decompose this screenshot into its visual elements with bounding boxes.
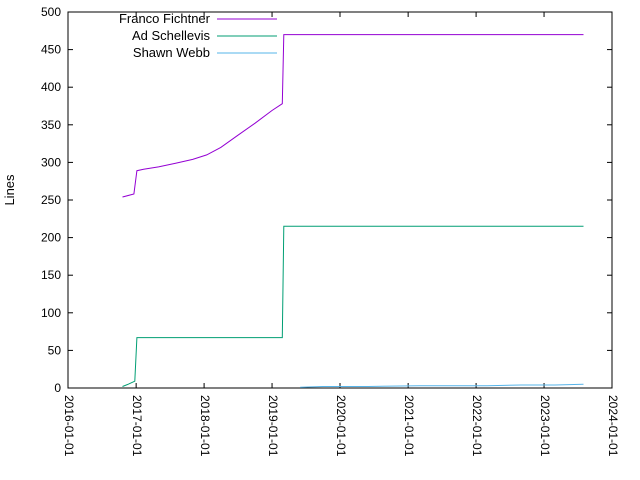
y-tick-label: 100: [41, 306, 61, 320]
x-tick-label: 2019-01-01: [266, 395, 280, 457]
y-tick-label: 300: [41, 155, 61, 169]
x-tick-label: 2021-01-01: [402, 395, 416, 457]
legend-label-shawn-webb: Shawn Webb: [133, 45, 210, 60]
x-tick-label: 2017-01-01: [130, 395, 144, 457]
series-franco-fichtner: [122, 34, 584, 198]
y-tick-label: 50: [48, 343, 62, 357]
x-tick-label: 2023-01-01: [538, 395, 552, 457]
y-tick-label: 150: [41, 268, 61, 282]
x-tick-label: 2016-01-01: [62, 395, 76, 457]
y-tick-label: 250: [41, 193, 61, 207]
series-shawn-webb: [300, 383, 584, 388]
y-tick-label: 350: [41, 118, 61, 132]
y-tick-label: 450: [41, 43, 61, 57]
plot-border: [67, 11, 613, 389]
legend-label-ad-schellevis: Ad Schellevis: [132, 28, 211, 43]
y-tick-label: 200: [41, 231, 61, 245]
x-tick-label: 2020-01-01: [334, 395, 348, 457]
series-ad-schellevis: [122, 225, 584, 387]
x-tick-label: 2022-01-01: [470, 395, 484, 457]
x-tick-label: 2024-01-01: [606, 395, 620, 457]
y-tick-label: 500: [41, 5, 61, 19]
legend-label-franco-fichtner: Franco Fichtner: [119, 11, 211, 26]
y-tick-label: 0: [54, 381, 61, 395]
y-tick-label: 400: [41, 80, 61, 94]
x-tick-label: 2018-01-01: [198, 395, 212, 457]
